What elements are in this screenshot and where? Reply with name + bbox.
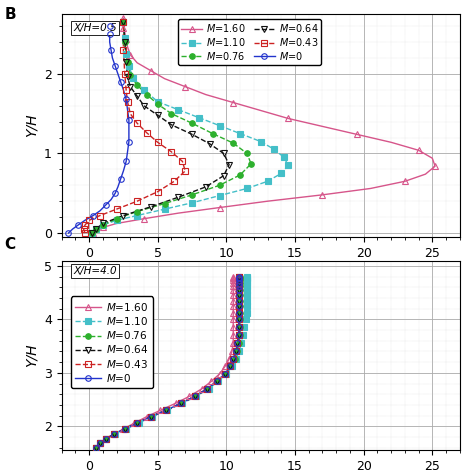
Y-axis label: Y/H: Y/H xyxy=(24,344,38,367)
Text: C: C xyxy=(5,237,16,252)
Legend: $M$=1.60, $M$=1.10, $M$=0.76, $M$=0.64, $M$=0.43, $M$=0: $M$=1.60, $M$=1.10, $M$=0.76, $M$=0.64, … xyxy=(71,296,153,388)
Text: B: B xyxy=(5,7,17,22)
Y-axis label: Y/H: Y/H xyxy=(24,114,38,137)
X-axis label: U/(m/s): U/(m/s) xyxy=(233,265,289,280)
Legend: $M$=1.60, $M$=1.10, $M$=0.76, $M$=0.64, $M$=0.43, $M$=0: $M$=1.60, $M$=1.10, $M$=0.76, $M$=0.64, … xyxy=(178,19,321,65)
Text: X/H=4.0: X/H=4.0 xyxy=(73,266,117,276)
Text: X/H=0.5: X/H=0.5 xyxy=(73,23,117,33)
